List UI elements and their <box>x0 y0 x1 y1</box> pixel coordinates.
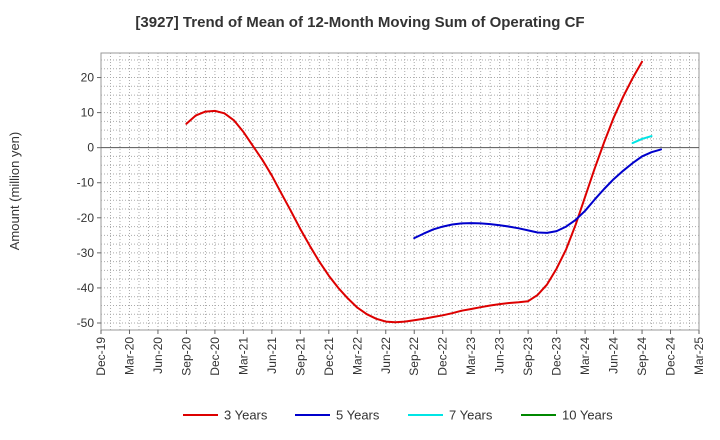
series-line-7-years <box>631 135 653 145</box>
legend-label: 10 Years <box>562 408 613 423</box>
plot-area <box>100 52 700 331</box>
x-tick-label: Dec-19 <box>94 337 108 376</box>
y-tick-label: -30 <box>77 246 95 260</box>
x-tick-label: Mar-23 <box>464 337 478 375</box>
x-tick-label: Jun-20 <box>151 337 165 374</box>
y-tick-label: 0 <box>87 141 94 155</box>
y-tick-label: 20 <box>81 71 95 85</box>
x-tick-label: Mar-24 <box>578 337 592 375</box>
x-tick-label: Dec-22 <box>436 337 450 376</box>
legend-label: 7 Years <box>449 408 493 423</box>
x-tick-label: Mar-22 <box>350 337 364 375</box>
series-line-5-years <box>413 148 662 240</box>
y-tick-label: 10 <box>81 106 95 120</box>
axes: 20 10 0 -10 -20 -30 -40 -50 Dec-19 Mar-20 Jun-20 Se… <box>77 71 706 376</box>
x-tick-label: Sep-23 <box>521 337 535 376</box>
y-tick-label: -10 <box>77 176 95 190</box>
x-tick-label: Dec-21 <box>322 337 336 376</box>
x-tick-label: Mar-25 <box>692 337 706 375</box>
legend: 3 Years 5 Years 7 Years 10 Years <box>183 408 613 423</box>
x-tick-label: Dec-20 <box>208 337 222 376</box>
x-tick-label: Sep-22 <box>407 337 421 376</box>
x-tick-label: Jun-22 <box>379 337 393 374</box>
y-axis-label: Amount (million yen) <box>7 132 22 251</box>
x-tick-label: Mar-20 <box>122 337 136 375</box>
y-tick-label: -50 <box>77 316 95 330</box>
x-tick-label: Dec-24 <box>664 337 678 376</box>
x-tick-label: Mar-21 <box>236 337 250 375</box>
x-tick-label: Dec-23 <box>550 337 564 376</box>
x-tick-label: Sep-24 <box>635 337 649 376</box>
x-tick-label: Sep-21 <box>293 337 307 376</box>
x-tick-label: Jun-21 <box>265 337 279 374</box>
y-tick-label: -40 <box>77 281 95 295</box>
x-tick-label: Sep-20 <box>179 337 193 376</box>
x-tick-label: Jun-24 <box>607 337 621 374</box>
x-tick-label: Jun-23 <box>493 337 507 374</box>
series-line-3-years <box>185 60 643 324</box>
legend-label: 3 Years <box>224 408 268 423</box>
legend-label: 5 Years <box>336 408 380 423</box>
chart-title: [3927] Trend of Mean of 12-Month Moving … <box>135 14 585 31</box>
series-lines <box>185 60 662 324</box>
y-tick-label: -20 <box>77 211 95 225</box>
